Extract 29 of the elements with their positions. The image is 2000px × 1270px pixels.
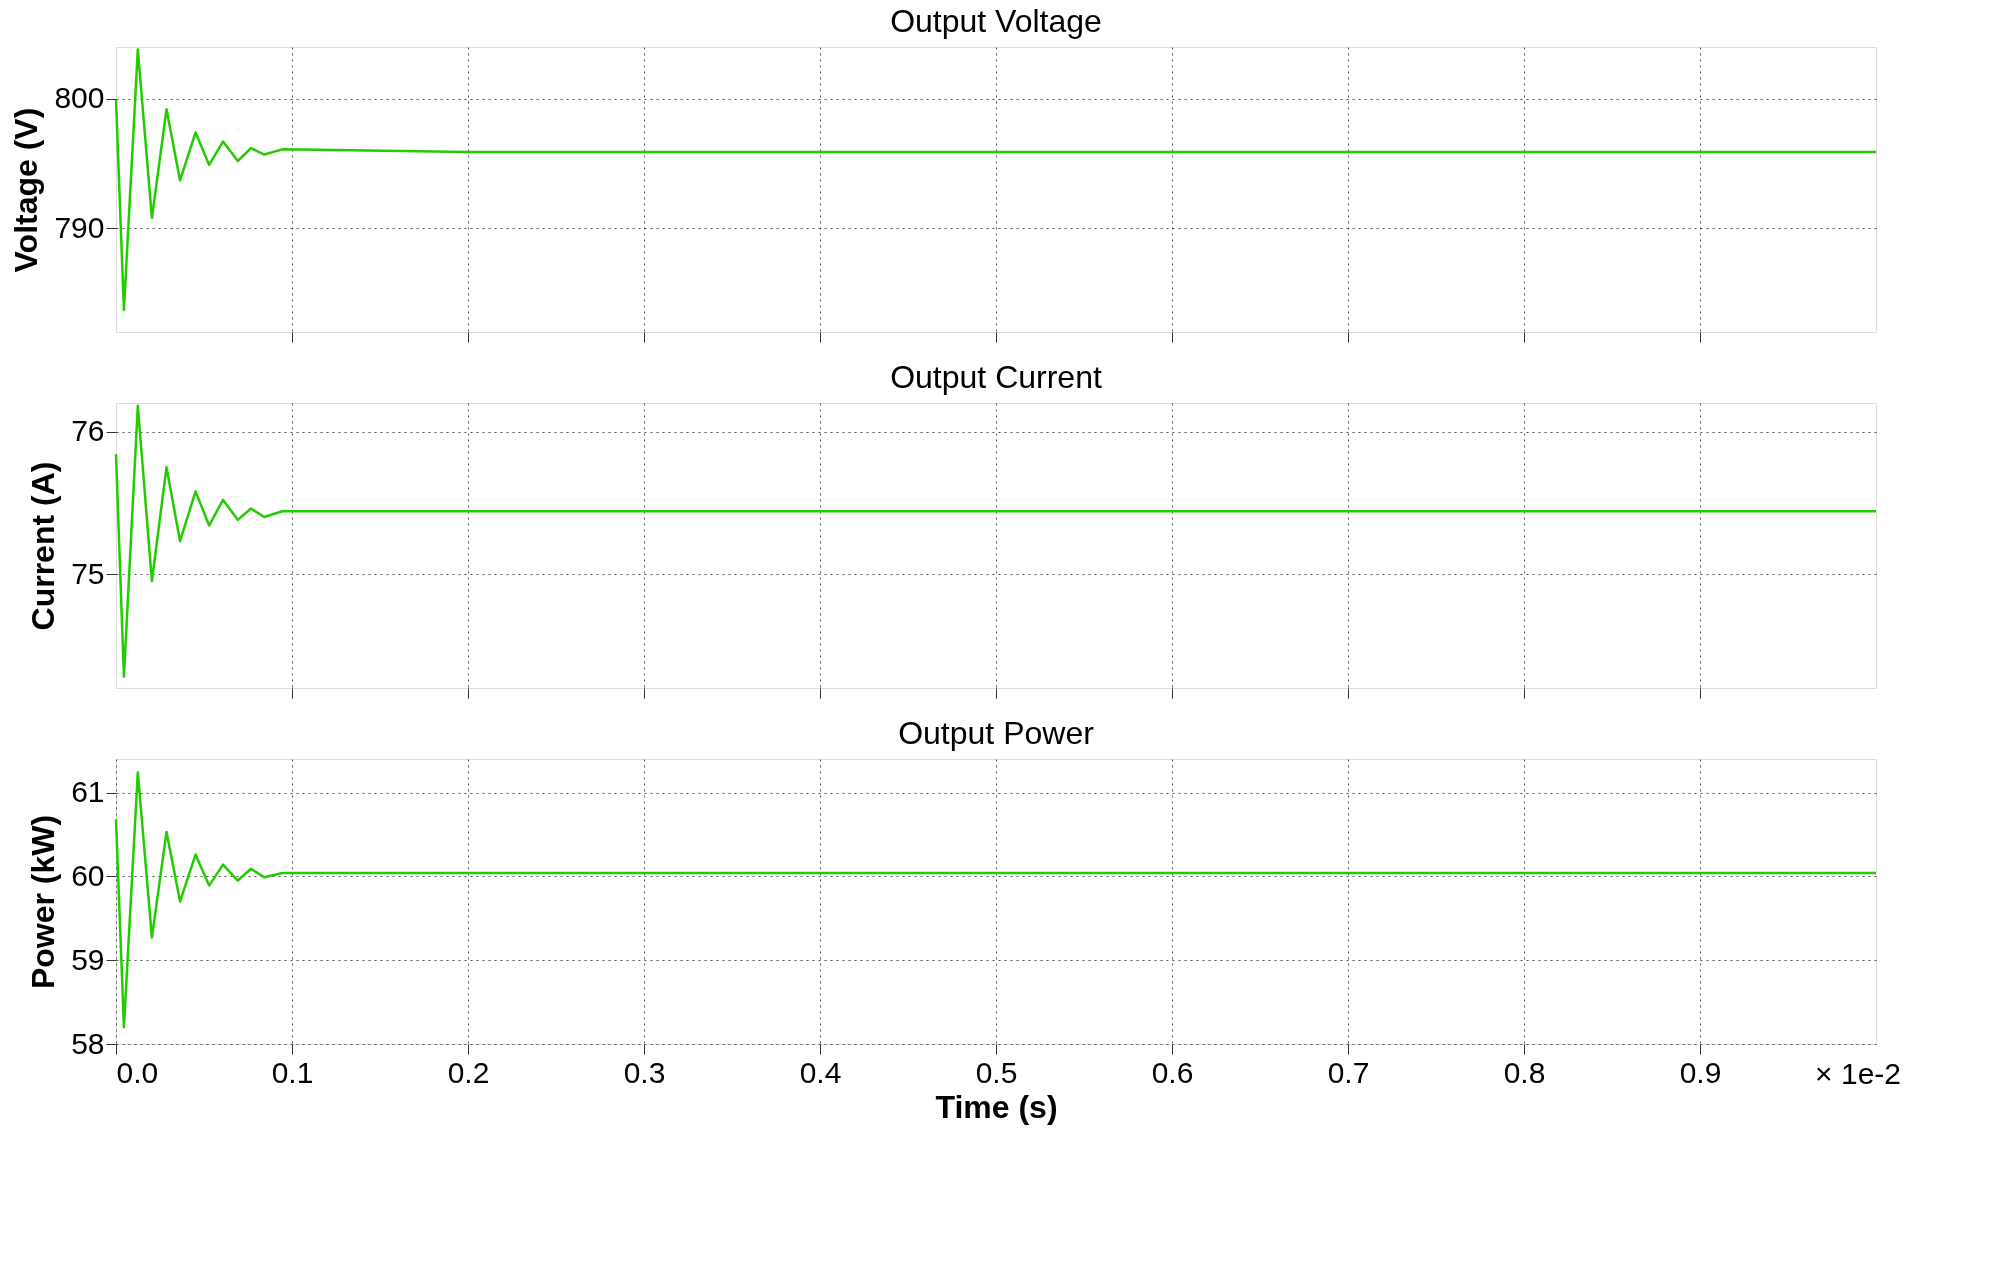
x-tick-label: 0.1: [271, 1055, 314, 1089]
y-tick-label: 61: [71, 775, 105, 809]
y-tick-label: 60: [71, 858, 105, 892]
y-tick-label: 75: [71, 556, 105, 590]
x-tick-label: 0.0: [116, 1055, 159, 1089]
y-axis-title: Voltage (V): [8, 107, 45, 273]
y-tick-label: 790: [54, 210, 105, 244]
y-tick-label: 76: [71, 414, 105, 447]
x-tick-label: 0.9: [1679, 1055, 1722, 1089]
x-tick-label: 0.4: [799, 1055, 842, 1089]
x-tick-label: 0.5: [975, 1055, 1018, 1089]
line-series: [114, 48, 1878, 312]
x-tick-label: 0.7: [1327, 1055, 1370, 1089]
x-tick-label: 0.3: [623, 1055, 666, 1089]
chart-title: Output Power: [898, 715, 1095, 751]
x-axis-title: Time (s): [935, 1088, 1058, 1125]
chart-title: Output Current: [890, 359, 1102, 395]
chart-title: Output Voltage: [890, 3, 1102, 39]
line-series: [114, 771, 1878, 1029]
line-series: [114, 404, 1878, 678]
y-axis-title: Current (A): [25, 461, 62, 631]
x-tick-label: 0.8: [1503, 1055, 1546, 1089]
y-tick-label: 59: [71, 942, 105, 976]
y-axis-title: Power (kW): [25, 814, 62, 990]
y-tick-label: 58: [71, 1026, 105, 1060]
x-tick-label: 0.6: [1151, 1055, 1194, 1089]
x-tick-label: 0.2: [447, 1055, 490, 1089]
text: × 1e-2: [1815, 1057, 1901, 1090]
y-tick-label: 800: [54, 81, 105, 115]
